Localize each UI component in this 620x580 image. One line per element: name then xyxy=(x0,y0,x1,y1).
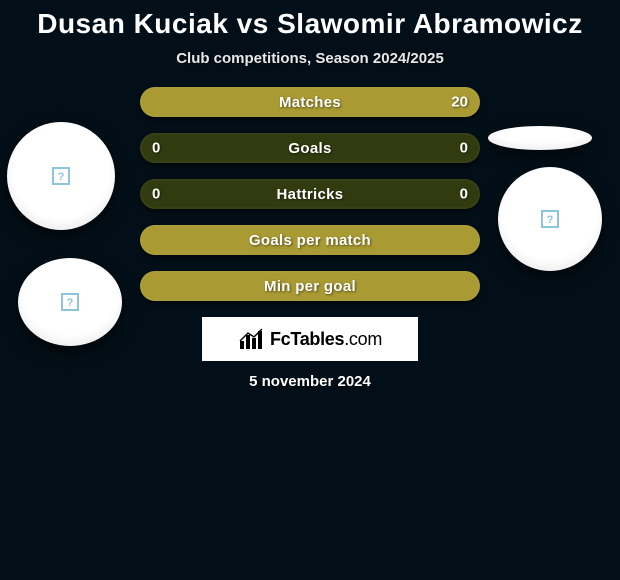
stat-left-value: 0 xyxy=(152,186,160,203)
stat-label: Min per goal xyxy=(264,278,356,295)
svg-text:?: ? xyxy=(67,297,74,309)
stat-row: Min per goal xyxy=(140,271,480,301)
stat-right-value: 20 xyxy=(451,94,468,111)
brand-box: FcTables.com xyxy=(202,317,418,361)
brand-text: FcTables.com xyxy=(270,329,382,350)
avatar-left-top: ? xyxy=(7,122,115,230)
stats-container: Matches 20 0 Goals 0 0 Hattricks 0 Goals per mat… xyxy=(140,87,480,301)
stat-right-value: 0 xyxy=(460,140,468,157)
svg-text:?: ? xyxy=(547,214,554,226)
stat-right-value: 0 xyxy=(460,186,468,203)
stat-left-value: 0 xyxy=(152,140,160,157)
brand-name: FcTables xyxy=(270,329,344,349)
avatar-right-oval xyxy=(488,126,592,150)
stat-row: Goals per match xyxy=(140,225,480,255)
page-title: Dusan Kuciak vs Slawomir Abramowicz xyxy=(0,0,620,44)
stat-label: Hattricks xyxy=(277,186,344,203)
avatar-left-bottom: ? xyxy=(18,258,122,346)
page-subtitle: Club competitions, Season 2024/2025 xyxy=(0,50,620,67)
brand-bars-icon xyxy=(238,327,266,351)
footer-date: 5 november 2024 xyxy=(0,373,620,390)
stat-label: Goals xyxy=(288,140,331,157)
stat-row: 0 Hattricks 0 xyxy=(140,179,480,209)
avatar-right-circle: ? xyxy=(498,167,602,271)
stat-row: Matches 20 xyxy=(140,87,480,117)
stat-label: Matches xyxy=(279,94,341,111)
brand-tld: .com xyxy=(344,329,382,349)
stat-label: Goals per match xyxy=(249,232,371,249)
svg-text:?: ? xyxy=(58,171,65,183)
stat-row: 0 Goals 0 xyxy=(140,133,480,163)
